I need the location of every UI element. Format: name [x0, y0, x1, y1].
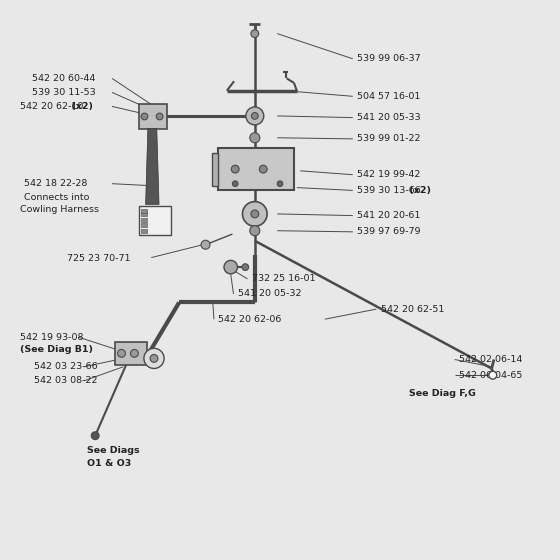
- Text: 542 18 22-28: 542 18 22-28: [24, 179, 87, 188]
- Bar: [212, 153, 218, 186]
- Text: (x2): (x2): [68, 102, 93, 111]
- Circle shape: [246, 107, 264, 125]
- Text: 539 30 11-53: 539 30 11-53: [32, 88, 96, 97]
- Circle shape: [130, 349, 138, 357]
- Bar: [139, 206, 171, 235]
- Text: (See Diag B1): (See Diag B1): [20, 346, 92, 354]
- Circle shape: [201, 240, 210, 249]
- Circle shape: [251, 30, 259, 38]
- Circle shape: [259, 165, 267, 173]
- Bar: [218, 148, 294, 190]
- Circle shape: [250, 133, 260, 143]
- Circle shape: [150, 354, 158, 362]
- Text: 542 20 60-44: 542 20 60-44: [32, 74, 96, 83]
- Circle shape: [277, 181, 283, 186]
- Text: 542 02 06-14: 542 02 06-14: [459, 355, 522, 364]
- Circle shape: [91, 432, 99, 440]
- Circle shape: [489, 371, 497, 379]
- Bar: [141, 223, 147, 227]
- Circle shape: [251, 113, 258, 119]
- Text: 542 20 62-51: 542 20 62-51: [381, 305, 444, 314]
- Polygon shape: [146, 129, 159, 204]
- Text: 504 57 16-01: 504 57 16-01: [357, 92, 421, 101]
- Circle shape: [251, 210, 259, 218]
- Circle shape: [231, 165, 239, 173]
- Text: 541 20 05-32: 541 20 05-32: [238, 290, 301, 298]
- Circle shape: [156, 113, 163, 120]
- Text: Cowling Harness: Cowling Harness: [20, 206, 99, 214]
- Circle shape: [144, 348, 164, 368]
- Bar: [141, 209, 147, 213]
- Text: See Diags: See Diags: [87, 446, 139, 455]
- Text: See Diag F,G: See Diag F,G: [409, 389, 475, 398]
- Text: 539 97 69-79: 539 97 69-79: [357, 227, 421, 236]
- Text: 542 03 23-66: 542 03 23-66: [34, 362, 97, 371]
- Circle shape: [232, 181, 238, 186]
- Text: Connects into: Connects into: [24, 193, 89, 202]
- Text: 732 25 16-01: 732 25 16-01: [252, 274, 315, 283]
- Circle shape: [242, 202, 267, 226]
- Circle shape: [250, 226, 260, 236]
- Bar: [141, 218, 147, 222]
- Circle shape: [118, 349, 125, 357]
- Text: (x2): (x2): [406, 186, 431, 195]
- Circle shape: [141, 113, 148, 120]
- Text: O1 & O3: O1 & O3: [87, 459, 131, 468]
- Text: 539 30 13-66: 539 30 13-66: [357, 186, 421, 195]
- Text: 541 20 20-61: 541 20 20-61: [357, 211, 421, 220]
- Text: 725 23 70-71: 725 23 70-71: [67, 254, 130, 263]
- Text: 539 99 06-37: 539 99 06-37: [357, 54, 421, 63]
- Text: 541 20 05-33: 541 20 05-33: [357, 113, 421, 122]
- Circle shape: [242, 264, 249, 270]
- Text: 539 99 01-22: 539 99 01-22: [357, 134, 421, 143]
- Bar: [139, 104, 167, 129]
- Bar: [141, 212, 147, 216]
- Text: 542 06 04-65: 542 06 04-65: [459, 371, 522, 380]
- Text: 542 20 62-06: 542 20 62-06: [218, 315, 282, 324]
- Text: 542 20 62-10: 542 20 62-10: [20, 102, 83, 111]
- Bar: [115, 342, 147, 365]
- Text: 542 03 08-22: 542 03 08-22: [34, 376, 97, 385]
- Text: 542 19 99-42: 542 19 99-42: [357, 170, 421, 179]
- Text: 542 19 93-08: 542 19 93-08: [20, 333, 83, 342]
- Circle shape: [224, 260, 237, 274]
- Bar: [141, 229, 147, 233]
